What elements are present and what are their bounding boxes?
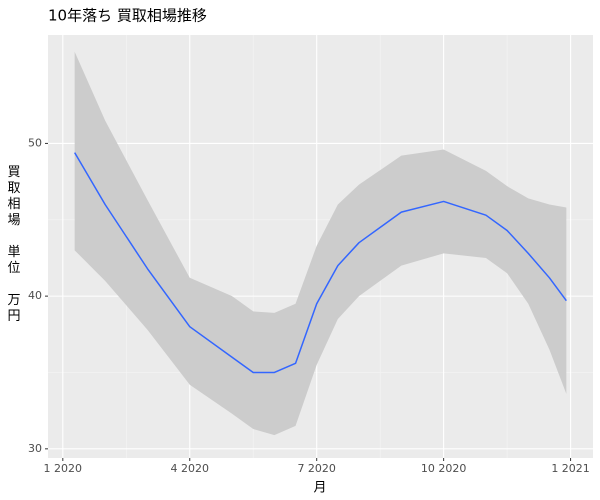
y-axis-title: 買取相場 単位 万円 — [7, 165, 20, 324]
x-axis-title: 月 — [313, 481, 326, 496]
line — [74, 152, 567, 374]
chart-title: 10年落ち 買取相場推移 — [48, 7, 207, 25]
x-tick-label: 7 2020 — [297, 462, 336, 475]
confidence-band — [74, 51, 567, 436]
y-tick-label: 50 — [28, 136, 42, 149]
x-tick-label: 1 2021 — [551, 462, 590, 475]
y-tick-label: 40 — [28, 289, 42, 302]
y-tick-label: 30 — [28, 442, 42, 455]
x-tick-label: 1 2020 — [44, 462, 83, 475]
x-tick-label: 4 2020 — [171, 462, 210, 475]
x-tick-label: 10 2020 — [421, 462, 467, 475]
